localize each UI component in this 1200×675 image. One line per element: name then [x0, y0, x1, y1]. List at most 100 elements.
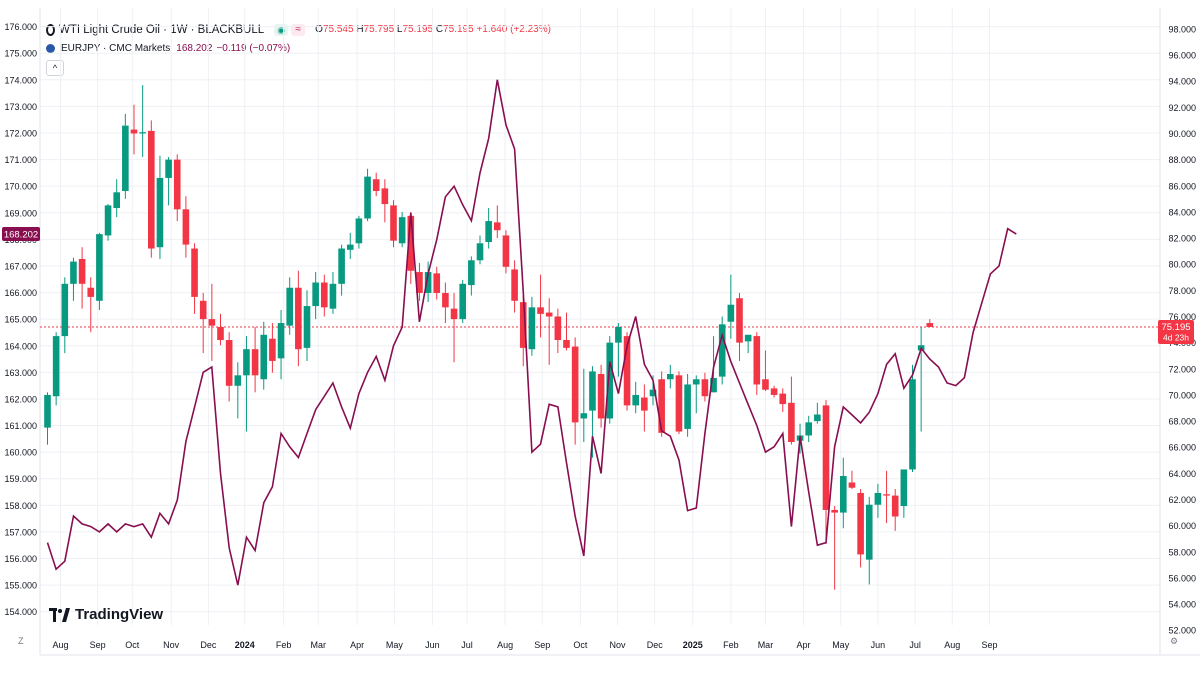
wti-candle[interactable] — [658, 371, 665, 437]
tradingview-logo[interactable]: TradingView — [49, 606, 163, 623]
wti-candle[interactable] — [104, 204, 112, 241]
wti-candle[interactable] — [641, 384, 648, 432]
wti-candle[interactable] — [156, 155, 164, 259]
wti-candle[interactable] — [390, 200, 397, 248]
wti-candle[interactable] — [303, 290, 311, 361]
wti-candle[interactable] — [243, 336, 250, 432]
wti-candle[interactable] — [900, 469, 908, 518]
wti-candle[interactable] — [269, 323, 276, 373]
wti-candle[interactable] — [684, 374, 691, 437]
wti-candle[interactable] — [346, 232, 354, 259]
wti-candle[interactable] — [87, 277, 95, 333]
wti-candle[interactable] — [606, 336, 614, 424]
wti-candle[interactable] — [779, 388, 787, 412]
wti-candle[interactable] — [277, 309, 285, 380]
wti-candle[interactable] — [78, 247, 86, 309]
wti-candle[interactable] — [848, 470, 856, 490]
wti-candle[interactable] — [234, 362, 242, 419]
wti-candle[interactable] — [217, 313, 224, 346]
eurjpy-line[interactable] — [46, 79, 1017, 586]
wti-candle[interactable] — [355, 215, 363, 249]
wti-candle[interactable] — [173, 154, 181, 222]
wti-candle[interactable] — [52, 332, 60, 406]
wti-candle[interactable] — [545, 298, 553, 365]
wti-candle[interactable] — [718, 316, 726, 385]
wti-candle[interactable] — [321, 274, 328, 317]
wti-candle[interactable] — [381, 179, 389, 223]
wti-candle[interactable] — [468, 256, 475, 296]
wti-candle[interactable] — [840, 457, 847, 529]
settings-gear-icon[interactable]: ⚙ — [1170, 636, 1178, 646]
wti-candle[interactable] — [459, 279, 466, 324]
wti-candle[interactable] — [225, 332, 233, 402]
wti-candle[interactable] — [130, 104, 138, 155]
wti-candle[interactable] — [494, 205, 501, 239]
wti-candle[interactable] — [476, 235, 484, 265]
wti-candle[interactable] — [831, 506, 838, 590]
wti-candle[interactable] — [96, 232, 103, 310]
wti-candle[interactable] — [148, 120, 155, 258]
wti-candle[interactable] — [424, 261, 432, 303]
overlay-name[interactable]: EURJPY · CMC Markets — [61, 42, 171, 54]
wti-candle[interactable] — [744, 334, 752, 354]
wti-candle[interactable] — [736, 292, 743, 361]
wti-candle[interactable] — [61, 277, 69, 354]
wti-candle[interactable] — [909, 364, 916, 473]
wti-candle[interactable] — [874, 483, 882, 518]
wti-candle[interactable] — [165, 157, 172, 206]
wti-candle[interactable] — [433, 266, 441, 300]
wti-candle[interactable] — [338, 244, 345, 296]
wti-candle[interactable] — [675, 371, 683, 435]
wti-candle[interactable] — [485, 208, 492, 249]
wti-candle[interactable] — [883, 470, 890, 524]
wti-candle[interactable] — [182, 196, 190, 258]
wti-candle[interactable] — [511, 260, 518, 313]
wti-candle[interactable] — [692, 375, 700, 414]
wti-candle[interactable] — [502, 230, 510, 274]
wti-candle[interactable] — [597, 364, 605, 428]
wti-candle[interactable] — [571, 337, 579, 445]
wti-candle[interactable] — [450, 292, 458, 363]
wti-candle[interactable] — [191, 243, 198, 314]
wti-candle[interactable] — [528, 296, 536, 356]
wti-candle[interactable] — [251, 326, 259, 393]
wti-candle[interactable] — [122, 113, 129, 199]
wti-candle[interactable] — [260, 321, 268, 390]
wti-candle[interactable] — [727, 274, 735, 339]
wti-candle[interactable] — [857, 489, 864, 568]
wti-candle[interactable] — [208, 283, 216, 361]
wti-candle[interactable] — [805, 415, 812, 442]
wti-candle[interactable] — [113, 179, 120, 218]
wti-candle[interactable] — [537, 274, 544, 338]
wti-candle[interactable] — [199, 292, 207, 354]
wti-candle[interactable] — [519, 295, 527, 367]
wti-candle[interactable] — [70, 257, 77, 301]
wti-candle[interactable] — [632, 381, 639, 414]
wti-candle[interactable] — [814, 402, 821, 424]
wti-candle[interactable] — [917, 326, 925, 432]
wti-candle[interactable] — [398, 211, 406, 248]
collapse-legend-button[interactable]: ^ — [46, 60, 64, 76]
wti-candle[interactable] — [770, 385, 778, 398]
wti-candle[interactable] — [822, 400, 830, 544]
zoom-glyph[interactable]: Z — [18, 636, 24, 646]
wti-candle[interactable] — [563, 312, 570, 351]
wti-candle[interactable] — [615, 323, 622, 377]
wti-candle[interactable] — [407, 211, 415, 284]
wti-candle[interactable] — [295, 270, 302, 367]
wti-candle[interactable] — [554, 308, 562, 354]
wti-candle[interactable] — [926, 319, 934, 327]
wti-candle[interactable] — [139, 85, 146, 158]
wti-candle[interactable] — [788, 376, 795, 445]
wti-candle[interactable] — [329, 272, 337, 314]
wti-candle[interactable] — [891, 489, 899, 531]
wti-candle[interactable] — [442, 282, 449, 324]
wti-candle[interactable] — [416, 262, 423, 301]
wti-candle[interactable] — [667, 364, 674, 389]
wti-candle[interactable] — [865, 496, 873, 585]
wti-candle[interactable] — [701, 372, 709, 402]
wti-candle[interactable] — [372, 172, 380, 197]
wti-candle[interactable] — [364, 168, 371, 222]
wti-candle[interactable] — [44, 392, 51, 445]
